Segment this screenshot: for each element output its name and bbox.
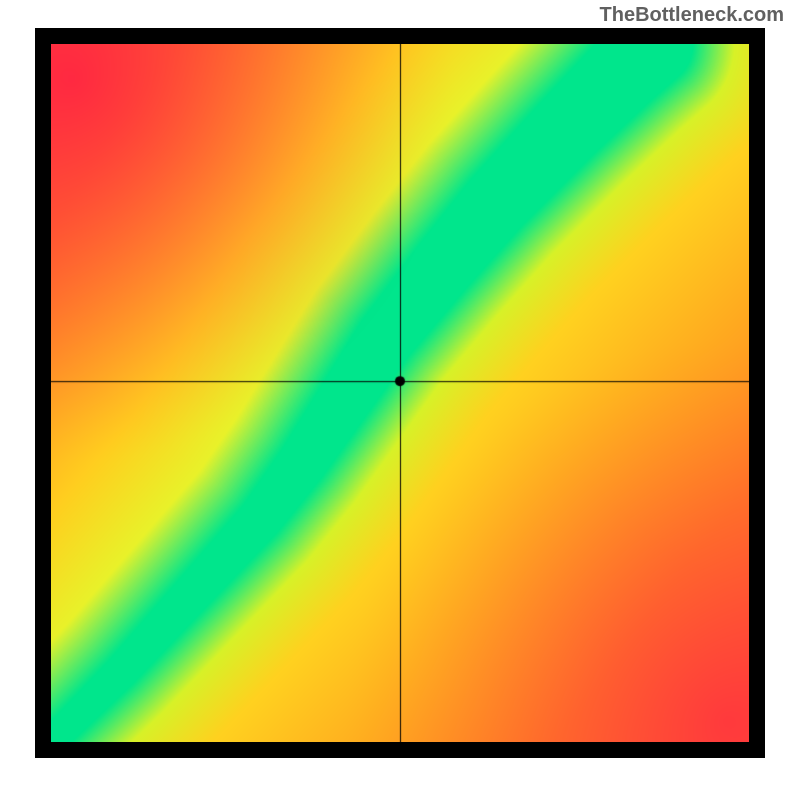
watermark: TheBottleneck.com [600,4,784,27]
plot-frame [35,28,765,758]
heatmap-plot [51,44,749,742]
